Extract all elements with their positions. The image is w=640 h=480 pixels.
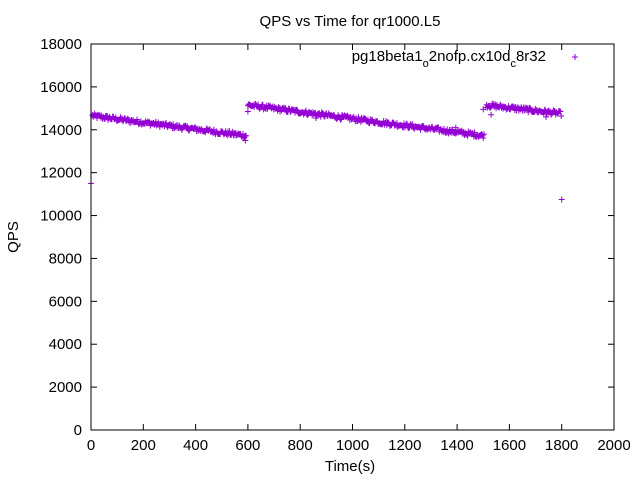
data-point bbox=[480, 134, 487, 141]
legend-text-part: 8r32 bbox=[516, 48, 546, 65]
data-point bbox=[405, 125, 412, 132]
data-point bbox=[541, 106, 548, 113]
data-point-outlier bbox=[558, 196, 565, 203]
legend-subscript: c bbox=[510, 58, 516, 70]
y-tick-label: 12000 bbox=[40, 165, 82, 182]
data-point bbox=[294, 107, 301, 114]
plot-border bbox=[90, 43, 615, 431]
data-point-outlier bbox=[244, 108, 251, 115]
data-point bbox=[285, 105, 292, 112]
x-tick-label: 200 bbox=[131, 437, 156, 454]
data-point-outlier bbox=[242, 137, 249, 144]
data-point bbox=[557, 108, 564, 115]
data-point bbox=[409, 121, 416, 128]
data-point bbox=[302, 107, 309, 114]
y-tick-label: 0 bbox=[74, 422, 82, 439]
x-tick-label: 0 bbox=[87, 437, 95, 454]
y-tick-label: 6000 bbox=[49, 293, 82, 310]
y-tick-label: 2000 bbox=[49, 379, 82, 396]
x-tick-label: 1800 bbox=[545, 437, 578, 454]
data-point bbox=[368, 116, 375, 123]
legend: pg18beta1o2nofp.cx10dc8r32 bbox=[352, 48, 578, 70]
tick-labels: 0 200 400 600 800 1000 1200 1400 1600 1800 2000 0 20… bbox=[40, 36, 630, 454]
data-point bbox=[526, 104, 533, 111]
data-point-outlier bbox=[488, 111, 495, 118]
data-point bbox=[558, 112, 565, 119]
y-tick-label: 14000 bbox=[40, 122, 82, 139]
data-points bbox=[88, 100, 565, 203]
y-tick-label: 10000 bbox=[40, 208, 82, 225]
legend-label: pg18beta1o2nofp.cx10dc8r32 bbox=[352, 48, 546, 70]
y-tick-label: 16000 bbox=[40, 79, 82, 96]
x-tick-label: 1000 bbox=[336, 437, 369, 454]
y-axis-label: QPS bbox=[5, 221, 22, 253]
legend-subscript: o bbox=[423, 58, 429, 70]
data-point bbox=[481, 131, 488, 138]
y-tick-label: 18000 bbox=[40, 36, 82, 53]
x-tick-label: 800 bbox=[288, 437, 313, 454]
data-point bbox=[134, 116, 141, 123]
y-tick-label: 4000 bbox=[49, 336, 82, 353]
data-point-outlier bbox=[452, 124, 459, 131]
data-point bbox=[178, 126, 185, 133]
legend-plus-icon bbox=[572, 54, 578, 60]
x-tick-label: 400 bbox=[183, 437, 208, 454]
data-point bbox=[184, 123, 191, 130]
x-tick-label: 2000 bbox=[597, 437, 630, 454]
data-point-outlier bbox=[312, 114, 319, 121]
legend-marker bbox=[572, 54, 578, 60]
x-tick-label: 1600 bbox=[493, 437, 526, 454]
x-tick-label: 1200 bbox=[388, 437, 421, 454]
legend-text-part: 2nofp.cx10d bbox=[429, 48, 511, 65]
data-point-outlier bbox=[480, 106, 487, 113]
data-point-outlier bbox=[543, 113, 550, 120]
chart-title: QPS vs Time for qr1000.L5 bbox=[260, 13, 441, 30]
data-point bbox=[403, 120, 410, 127]
x-tick-label: 1400 bbox=[440, 437, 473, 454]
data-point bbox=[243, 132, 250, 139]
x-tick-label: 600 bbox=[235, 437, 260, 454]
x-axis-label: Time(s) bbox=[325, 458, 375, 475]
y-tick-label: 8000 bbox=[49, 250, 82, 267]
